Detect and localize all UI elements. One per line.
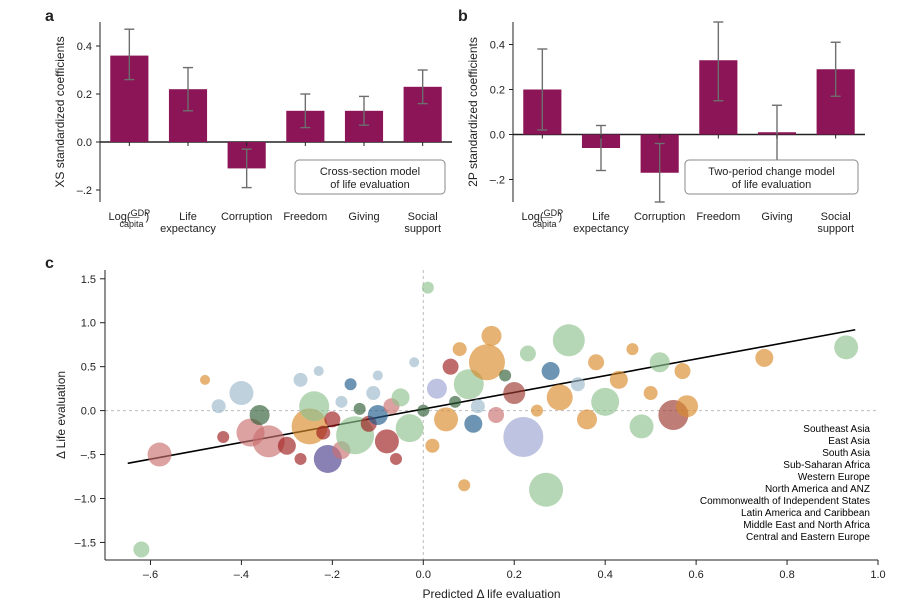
svg-text:2P standardized coefficients: 2P standardized coefficients (466, 37, 480, 187)
svg-text:Corruption: Corruption (634, 211, 685, 223)
svg-text:support: support (404, 223, 441, 235)
svg-text:Social: Social (408, 211, 438, 223)
panel-c-chart: –.6 –.4 –.2 0.0 0.2 0.4 0.6 0.8 1.0 –1.5 –1.0 –.5 0.… (50, 260, 890, 605)
svg-text:expectancy: expectancy (573, 223, 629, 235)
svg-text:Southeast Asia: Southeast Asia (803, 424, 870, 435)
svg-text:of life evaluation: of life evaluation (732, 179, 812, 191)
svg-text:Giving: Giving (348, 211, 379, 223)
svg-text:0.4: 0.4 (490, 40, 505, 52)
svg-text:Freedom: Freedom (283, 211, 327, 223)
svg-text:Log(GDP──capita): Log(GDP──capita) (109, 208, 151, 229)
svg-text:Δ Life evaluation: Δ Life evaluation (54, 371, 68, 459)
svg-text:Two-period change model: Two-period change model (708, 166, 835, 178)
svg-text:0.0: 0.0 (416, 569, 431, 581)
svg-text:North America and ANZ: North America and ANZ (765, 484, 870, 495)
svg-text:–1.0: –1.0 (75, 493, 96, 505)
svg-text:Western Europe: Western Europe (798, 472, 871, 483)
svg-text:support: support (817, 223, 854, 235)
svg-text:0.5: 0.5 (81, 362, 96, 374)
svg-text:Social: Social (821, 211, 851, 223)
svg-text:0.0: 0.0 (490, 130, 505, 142)
svg-text:XS standardized coefficients: XS standardized coefficients (53, 36, 67, 187)
svg-text:South Asia: South Asia (822, 448, 870, 459)
svg-text:–.4: –.4 (234, 569, 249, 581)
svg-text:0.2: 0.2 (507, 569, 522, 581)
svg-text:0.8: 0.8 (779, 569, 794, 581)
svg-text:0.0: 0.0 (81, 406, 96, 418)
svg-text:East Asia: East Asia (828, 436, 870, 447)
svg-text:–.6: –.6 (143, 569, 158, 581)
svg-text:Central and Eastern Europe: Central and Eastern Europe (746, 532, 870, 543)
panel-b-chart: –.2 0.0 0.2 0.4 Log(GDP──capita) Lifeexpectan… (463, 10, 873, 260)
svg-text:Predicted Δ life evaluation: Predicted Δ life evaluation (422, 587, 560, 601)
svg-text:0.4: 0.4 (598, 569, 613, 581)
svg-text:Life: Life (179, 211, 197, 223)
svg-text:Corruption: Corruption (221, 211, 272, 223)
svg-text:Cross-section model: Cross-section model (320, 166, 420, 178)
svg-text:0.6: 0.6 (688, 569, 703, 581)
svg-text:Latin America and Caribbean: Latin America and Caribbean (741, 508, 870, 519)
svg-text:1.5: 1.5 (81, 274, 96, 286)
svg-text:–.2: –.2 (490, 175, 505, 187)
svg-text:0.4: 0.4 (77, 41, 92, 53)
svg-text:–.5: –.5 (81, 450, 96, 462)
svg-text:Commonwealth of Independent St: Commonwealth of Independent States (700, 496, 870, 507)
svg-text:Giving: Giving (761, 211, 792, 223)
svg-text:1.0: 1.0 (870, 569, 885, 581)
figure-root: a b c –.20.00.20.4Log(GDP──capita)Lifeex… (0, 0, 900, 614)
svg-text:of life evaluation: of life evaluation (330, 179, 410, 191)
svg-text:Freedom: Freedom (696, 211, 740, 223)
svg-text:–.2: –.2 (77, 185, 92, 197)
svg-text:0.2: 0.2 (77, 89, 92, 101)
svg-text:–.2: –.2 (325, 569, 340, 581)
svg-text:Log(GDP──capita): Log(GDP──capita) (522, 208, 564, 229)
svg-text:0.2: 0.2 (490, 85, 505, 97)
svg-text:1.0: 1.0 (81, 318, 96, 330)
svg-text:Middle East and North Africa: Middle East and North Africa (743, 520, 870, 531)
svg-text:Life: Life (592, 211, 610, 223)
svg-text:0.0: 0.0 (77, 137, 92, 149)
svg-text:–1.5: –1.5 (75, 537, 96, 549)
panel-a-chart: –.2 0.0 0.2 0.4 Log(GDP──capita) Lifeexpectan… (50, 10, 460, 260)
svg-text:Sub-Saharan Africa: Sub-Saharan Africa (783, 460, 870, 471)
svg-text:expectancy: expectancy (160, 223, 216, 235)
